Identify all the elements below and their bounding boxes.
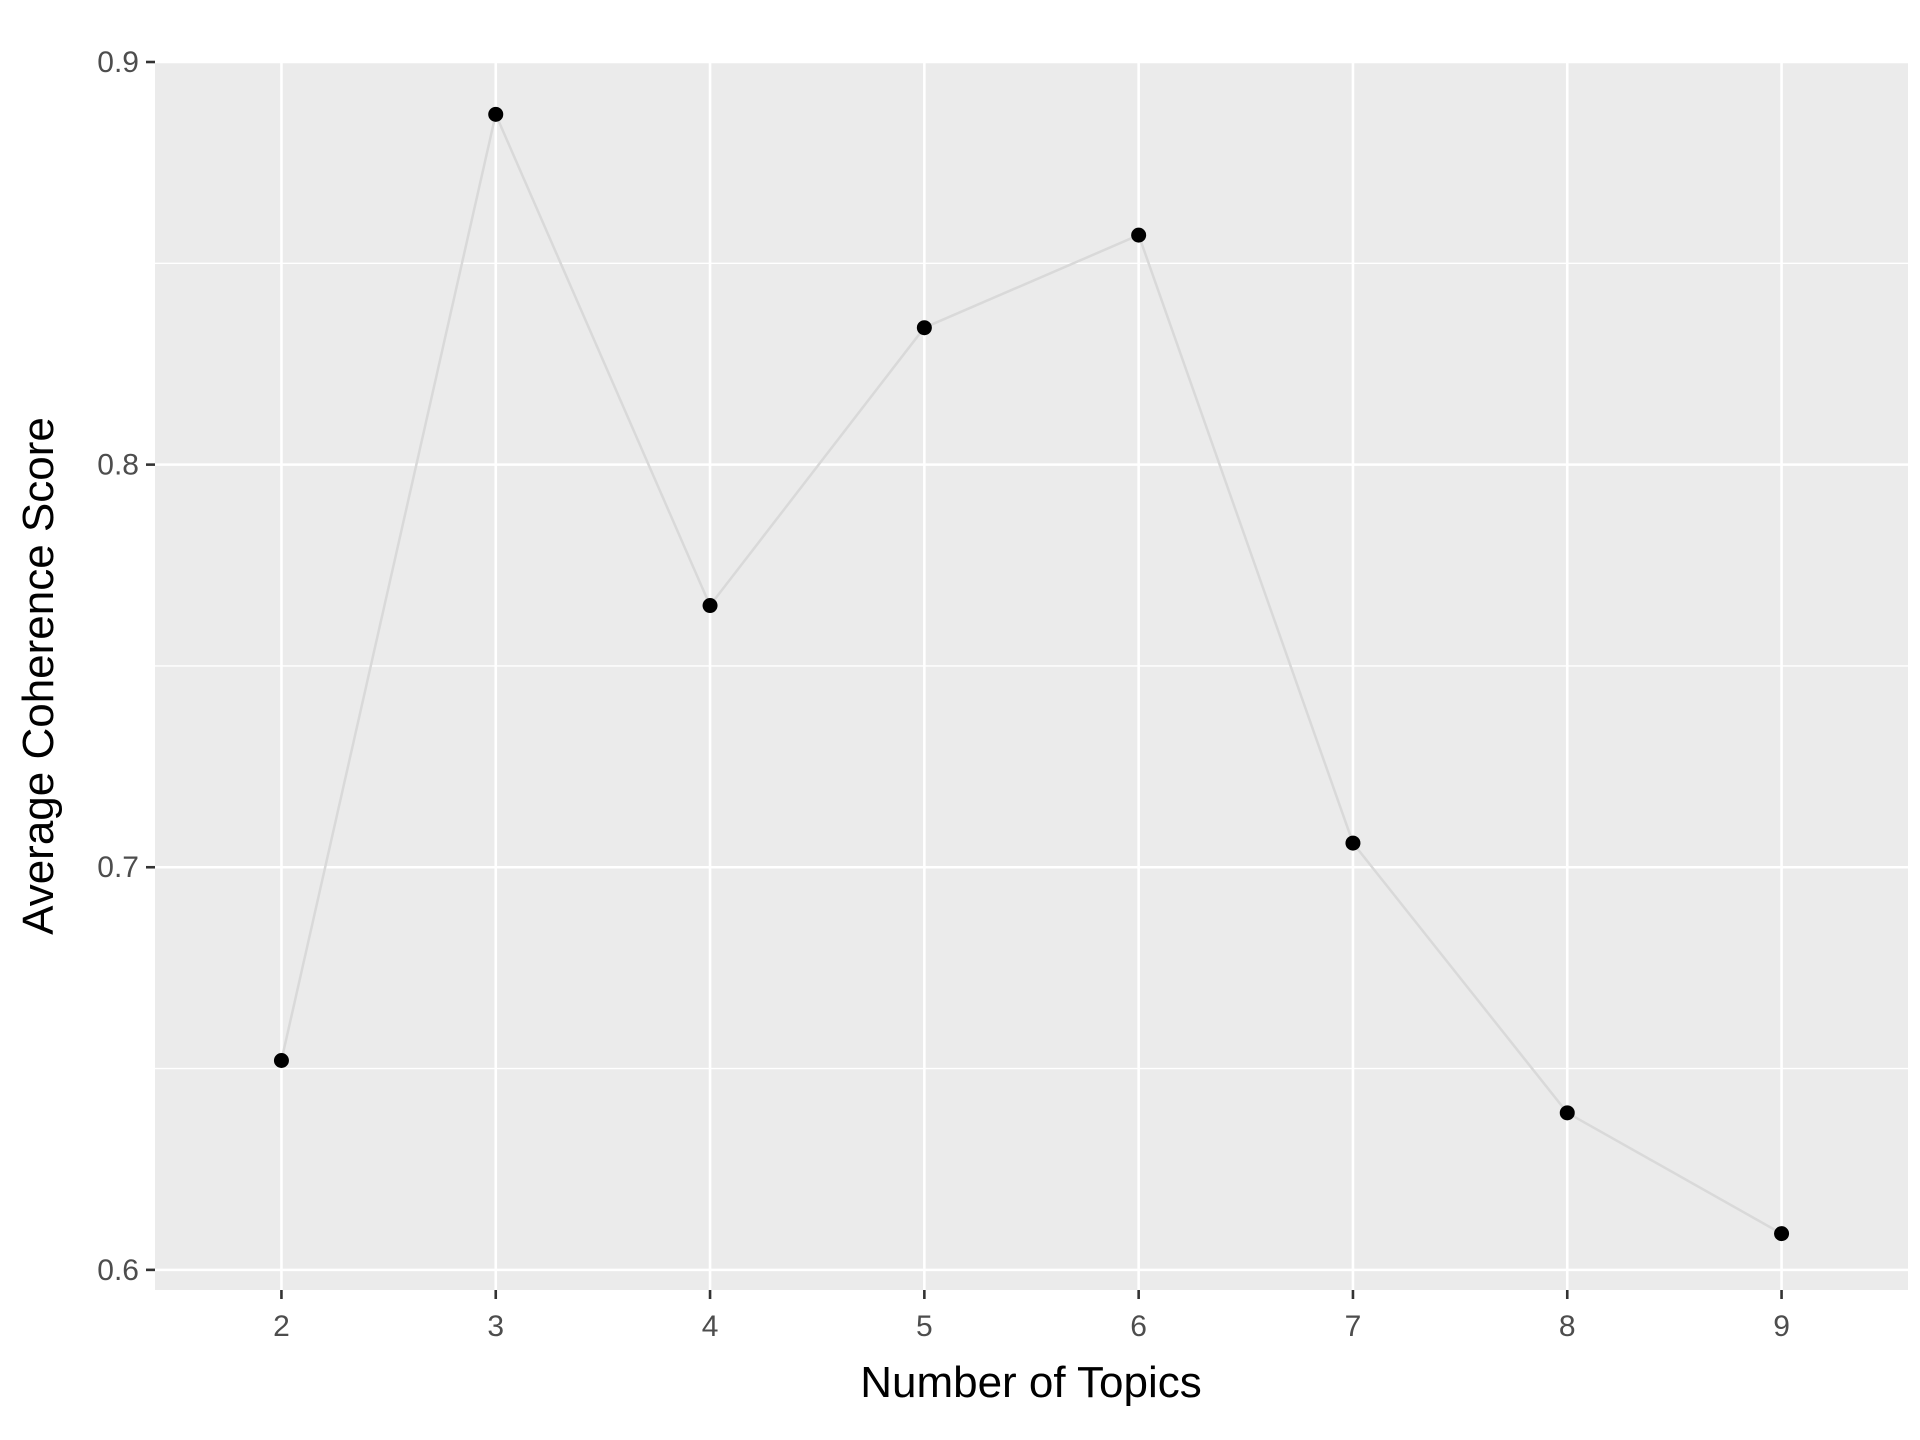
data-point [488, 106, 504, 122]
major-gridlines [155, 60, 1908, 1290]
data-point [916, 320, 932, 336]
x-tick-label: 2 [273, 1310, 290, 1343]
x-tick-label: 4 [702, 1310, 719, 1343]
data-points [273, 106, 1790, 1242]
data-point [1774, 1226, 1790, 1242]
x-tick-label: 5 [916, 1310, 933, 1343]
panel-background [155, 62, 1908, 1290]
y-tick-label: 0.8 [97, 449, 139, 482]
y-axis-title: Average Coherence Score [14, 417, 63, 935]
y-tick-label: 0.6 [97, 1254, 139, 1287]
data-point [1345, 835, 1361, 851]
data-point [273, 1053, 289, 1069]
series-line [280, 110, 1783, 1235]
y-axis: 0.6 0.7 0.8 0.9 [97, 46, 155, 1287]
x-tick-label: 8 [1559, 1310, 1576, 1343]
y-tick-label: 0.7 [97, 851, 139, 884]
y-tick-label: 0.9 [97, 46, 139, 79]
data-point [1131, 227, 1147, 243]
x-tick-label: 3 [487, 1310, 504, 1343]
data-point [702, 598, 718, 614]
minor-gridlines [155, 262, 1908, 1070]
x-tick-label: 6 [1130, 1310, 1147, 1343]
data-point [1559, 1105, 1575, 1121]
x-tick-label: 9 [1773, 1310, 1790, 1343]
x-axis: 2 3 4 5 6 7 8 9 [273, 1290, 1790, 1343]
x-tick-label: 7 [1345, 1310, 1362, 1343]
x-axis-title: Number of Topics [860, 1358, 1202, 1407]
